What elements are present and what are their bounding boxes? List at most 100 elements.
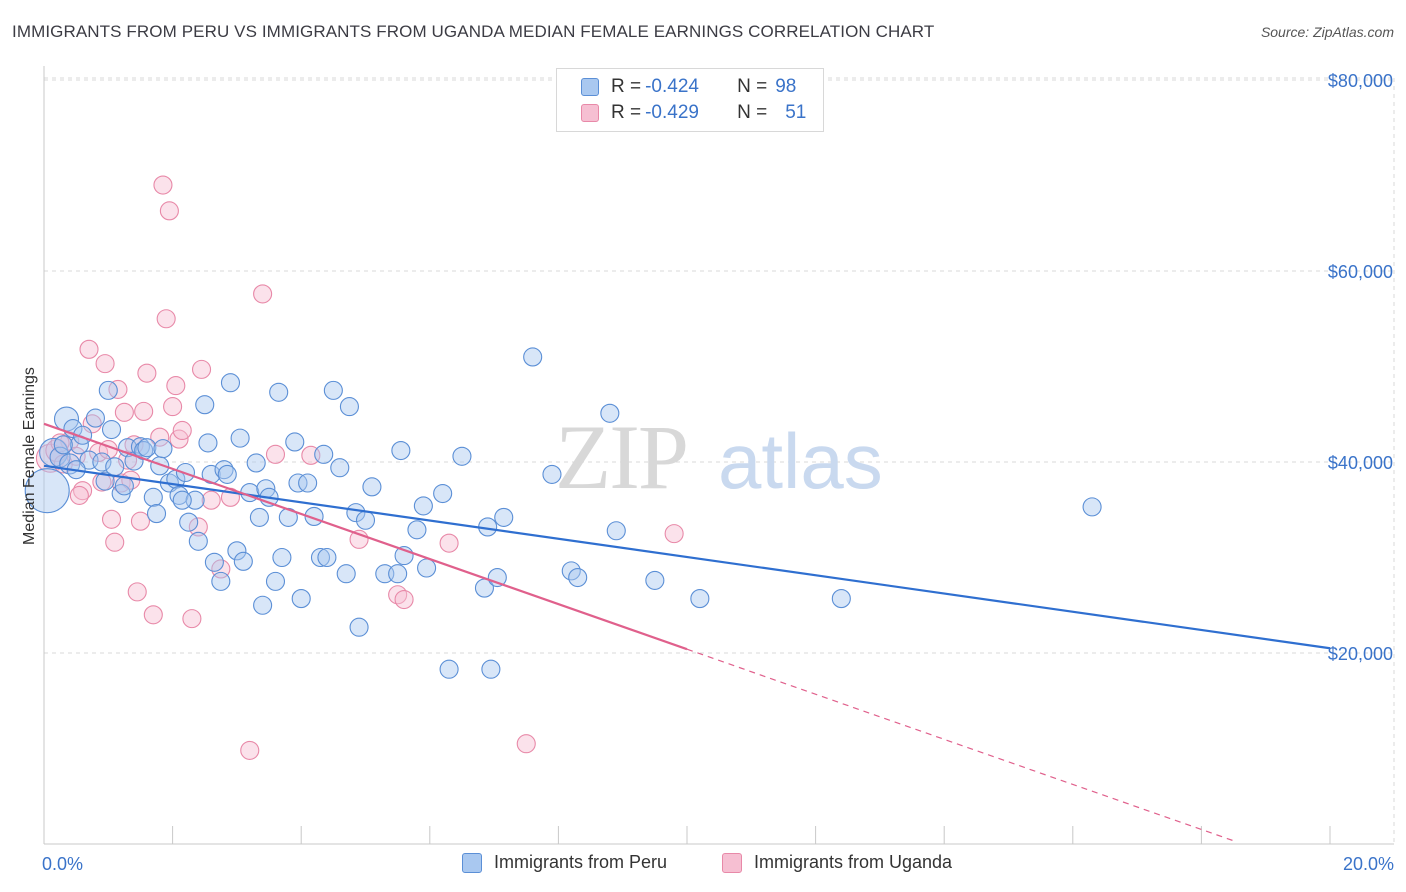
peru-point: [413, 496, 433, 516]
peru-n-value: 98: [775, 76, 797, 97]
uganda-point: [127, 582, 147, 602]
uganda-r-label: R =: [611, 102, 642, 123]
peru-point: [269, 382, 289, 402]
peru-point: [143, 487, 163, 507]
peru-point: [1082, 497, 1102, 517]
peru-point: [111, 483, 131, 504]
peru-r-value: -0.424: [645, 76, 699, 97]
peru-point: [523, 347, 543, 367]
uganda-point: [439, 533, 459, 553]
peru-point: [172, 490, 192, 510]
peru-point: [285, 432, 305, 452]
peru-point: [600, 403, 620, 423]
uganda-point: [201, 490, 221, 510]
peru-point: [317, 547, 337, 568]
peru-point: [391, 440, 411, 461]
peru-point: [568, 568, 588, 588]
watermark-zip: ZIP: [555, 406, 687, 508]
peru-point: [831, 589, 851, 609]
peru-point: [310, 547, 331, 568]
peru-trend-line: [43, 464, 1331, 650]
peru-point: [114, 476, 134, 496]
peru-r-label: R =: [611, 76, 642, 97]
peru-point: [417, 558, 437, 578]
uganda-point: [137, 363, 157, 383]
peru-point: [323, 380, 343, 400]
peru-point: [153, 439, 173, 459]
uganda-trend-extension: [686, 648, 1234, 842]
peru-point: [291, 589, 311, 609]
peru-point: [452, 446, 472, 466]
peru-n-label: N =: [737, 76, 768, 97]
peru-point: [494, 507, 514, 527]
uganda-point: [79, 339, 99, 359]
uganda-point: [516, 734, 536, 754]
peru-point: [195, 395, 215, 415]
uganda-point: [182, 609, 202, 629]
peru-point: [272, 547, 292, 568]
axes: [43, 66, 1394, 845]
uganda-point: [95, 354, 115, 374]
peru-point: [690, 589, 710, 609]
peru-point: [188, 531, 208, 551]
peru-point: [349, 617, 369, 637]
watermark-atlas: atlas: [718, 417, 883, 505]
uganda-point: [394, 589, 414, 610]
chart-source: Source: ZipAtlas.com: [1260, 24, 1394, 40]
peru-point: [481, 659, 501, 679]
uganda-point: [101, 509, 122, 529]
legend-item-peru[interactable]: Immigrants from Peru: [462, 852, 667, 873]
peru-point: [265, 571, 286, 591]
uganda-point: [166, 376, 186, 396]
peru-point: [137, 438, 157, 458]
uganda-point: [134, 401, 154, 421]
legend-item-uganda[interactable]: Immigrants from Uganda: [722, 852, 952, 873]
correlation-legend: R = -0.424 N = 98 R = -0.429 N = 51: [556, 68, 824, 132]
peru-point: [53, 435, 73, 455]
trend-lines: [43, 422, 1331, 842]
uganda-trend-line: [43, 422, 688, 651]
peru-point: [249, 507, 269, 527]
peru-point: [336, 564, 356, 584]
peru-point: [98, 380, 118, 400]
uganda-point: [172, 420, 192, 441]
peru-point: [101, 419, 122, 440]
uganda-point: [108, 379, 128, 399]
peru-point: [407, 520, 427, 540]
peru-point: [95, 471, 115, 491]
peru-point: [211, 571, 231, 591]
uganda-point: [240, 740, 260, 760]
peru-point: [146, 504, 167, 524]
peru-point: [439, 659, 459, 679]
uganda-point: [156, 309, 176, 329]
uganda-n-label: N =: [737, 102, 768, 123]
uganda-point: [253, 284, 273, 304]
y-tick-label: $20,000: [1328, 644, 1393, 664]
peru-point: [227, 541, 247, 561]
uganda-n-value: 51: [785, 102, 807, 123]
uganda-point: [150, 427, 170, 447]
y-axis-title: Median Female Earnings: [21, 367, 38, 545]
peru-point: [542, 464, 562, 484]
peru-point: [433, 483, 453, 504]
peru-point: [314, 444, 334, 464]
peru-point: [92, 452, 112, 472]
peru-point: [230, 428, 250, 448]
peru-point: [388, 564, 408, 584]
y-tick-label: $60,000: [1328, 262, 1393, 282]
peru-point: [179, 512, 199, 532]
peru-legend-icon: [462, 852, 482, 873]
peru-point: [346, 503, 366, 523]
peru-point: [339, 397, 359, 417]
uganda-point: [191, 359, 212, 379]
legend-row-peru: R = -0.424 N = 98: [581, 75, 796, 99]
uganda-legend-icon: [722, 852, 742, 873]
peru-point: [645, 570, 665, 590]
uganda-point: [188, 517, 208, 537]
uganda-r-value: -0.429: [645, 102, 699, 123]
uganda-point: [143, 605, 163, 625]
peru-point: [217, 464, 237, 484]
peru-point: [606, 521, 626, 541]
uganda-point: [69, 485, 89, 505]
